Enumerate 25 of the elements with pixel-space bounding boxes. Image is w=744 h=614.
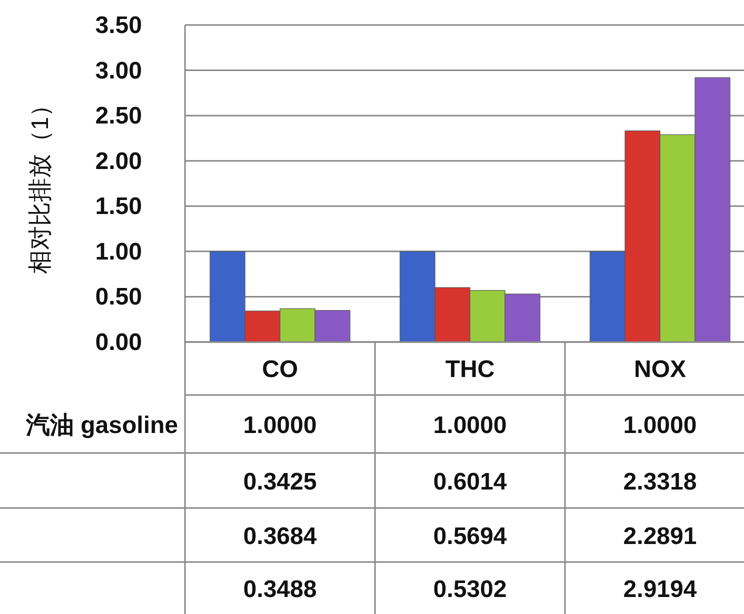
text: 汽油 gasoline — [24, 412, 178, 439]
data-label: 0.5302 — [433, 576, 507, 603]
y-tick-label: 0.00 — [95, 329, 142, 356]
data-label: 2.3318 — [623, 468, 697, 496]
data-label: 2.9194 — [623, 576, 698, 603]
y-tick-label: 2.00 — [95, 148, 142, 175]
y-tick-label: 2.50 — [95, 102, 142, 130]
x-tick-label: CO — [262, 356, 298, 383]
y-tick-label: 3.50 — [95, 12, 142, 39]
data-label: 1.0000 — [623, 412, 697, 439]
x-tick-label: NOX — [634, 356, 686, 383]
data-label: 2.2891 — [623, 523, 697, 550]
data-label: 0.3684 — [243, 523, 318, 550]
data-label: 0.3425 — [243, 468, 317, 496]
y-tick-label: 0.50 — [95, 284, 142, 311]
data-label: 0.3488 — [243, 576, 317, 603]
x-tick-label: THC — [445, 356, 495, 383]
data-label: 1.0000 — [433, 412, 507, 439]
y-axis-title: 相对比排放（1） — [27, 92, 54, 274]
y-tick-label: 1.00 — [95, 238, 142, 266]
y-tick-label: 1.50 — [95, 193, 142, 220]
data-label: 1.0000 — [243, 412, 317, 439]
y-tick-label: 3.00 — [95, 57, 142, 84]
data-label: 0.5694 — [433, 523, 508, 550]
data-label: 0.6014 — [433, 468, 508, 496]
